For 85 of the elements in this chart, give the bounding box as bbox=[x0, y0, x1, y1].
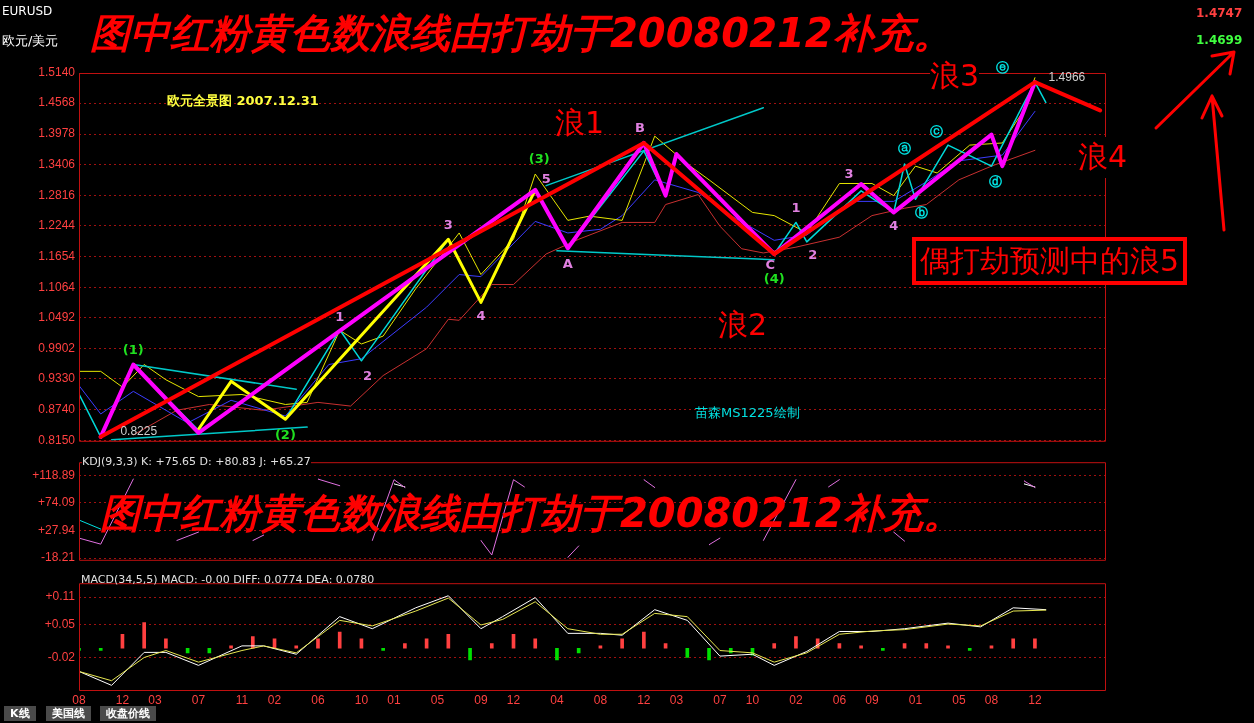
annotation: 4 bbox=[476, 307, 486, 323]
y-tick-label: 1.3406 bbox=[38, 156, 76, 171]
x-tick-label: 12 bbox=[637, 692, 651, 707]
text: 收盘价线 bbox=[100, 706, 156, 721]
y-tick-label: 0.9902 bbox=[38, 340, 76, 355]
chart-title: 图中红粉黄色数浪线由打劫于20080212补充。 bbox=[90, 10, 953, 56]
x-tick-label: 06 bbox=[311, 692, 325, 707]
annotation: 1 bbox=[791, 199, 801, 215]
y-tick-label: +27.94 bbox=[37, 522, 76, 537]
annotation: ⓓ bbox=[988, 173, 1002, 189]
annotation: A bbox=[562, 255, 573, 271]
y-tick-label: -18.21 bbox=[40, 550, 76, 565]
annotation: 1.4966 bbox=[1048, 70, 1086, 85]
x-tick-label: 08 bbox=[593, 692, 608, 707]
annotation: ⓑ bbox=[914, 204, 928, 220]
annotation: B bbox=[634, 120, 645, 136]
x-tick-label: 01 bbox=[908, 692, 923, 707]
x-tick-label: 12 bbox=[115, 692, 130, 707]
x-tick-label: 05 bbox=[430, 692, 445, 707]
chart-title: KDJ(9,3,3) K: +75.65 D: +80.83 J: +65.27 bbox=[82, 455, 311, 468]
y-tick-label: 1.4568 bbox=[38, 95, 76, 110]
x-tick-label: 03 bbox=[148, 692, 163, 707]
x-tick-label: 05 bbox=[952, 692, 966, 707]
y-tick-label: 0.8740 bbox=[38, 402, 76, 417]
text: K线 bbox=[4, 706, 36, 721]
y-tick-label: 1.3978 bbox=[38, 126, 76, 141]
y-tick-label: 0.9330 bbox=[38, 371, 76, 386]
annotation: 3 bbox=[443, 216, 453, 232]
x-tick-label: 08 bbox=[984, 692, 999, 707]
y-tick-label: 1.2244 bbox=[38, 217, 76, 232]
annotation: 欧元全景图 2007.12.31 bbox=[167, 92, 319, 110]
x-tick-label: 12 bbox=[1028, 692, 1042, 707]
annotation: (3) bbox=[528, 151, 550, 167]
annotation: 4 bbox=[889, 217, 899, 233]
y-tick-label: 1.2816 bbox=[38, 187, 76, 202]
annotation: 1 bbox=[335, 309, 345, 325]
annotation: 3 bbox=[844, 166, 854, 182]
y-tick-label: +118.89 bbox=[32, 467, 76, 482]
y-tick-label: +0.11 bbox=[45, 589, 76, 604]
text: 欧元/美元 bbox=[2, 32, 59, 50]
x-tick-label: 06 bbox=[832, 692, 847, 707]
annotation: 浪4 bbox=[1078, 137, 1128, 178]
annotation: 2 bbox=[808, 247, 818, 263]
text: EURUSD bbox=[2, 4, 53, 18]
annotation: 浪2 bbox=[718, 306, 768, 344]
x-tick-label: 07 bbox=[713, 692, 727, 707]
annotation: 5 bbox=[541, 171, 551, 187]
y-tick-label: 1.1654 bbox=[38, 248, 76, 263]
x-tick-label: 01 bbox=[387, 692, 402, 707]
annotation: (1) bbox=[122, 341, 144, 357]
y-tick-label: 0.8150 bbox=[38, 433, 76, 448]
x-tick-label: 03 bbox=[669, 692, 684, 707]
annotation: 偶打劫预测中的浪5 bbox=[912, 237, 1188, 285]
x-tick-label: 08 bbox=[72, 692, 86, 707]
x-tick-label: 10 bbox=[354, 692, 369, 707]
annotation: ⓔ bbox=[996, 59, 1010, 75]
x-tick-label: 12 bbox=[506, 692, 521, 707]
text: 1.4699 bbox=[1196, 33, 1243, 47]
x-tick-label: 07 bbox=[191, 692, 206, 707]
y-tick-label: +74.09 bbox=[37, 494, 76, 509]
x-tick-label: 09 bbox=[865, 692, 879, 707]
y-tick-label: 1.1064 bbox=[38, 279, 76, 294]
annotation: 2 bbox=[362, 368, 372, 384]
annotation: C bbox=[765, 257, 775, 273]
annotation: ⓐ bbox=[898, 141, 912, 157]
annotation: 苗森MS1225绘制 bbox=[695, 404, 800, 422]
text: 美国线 bbox=[46, 706, 91, 721]
y-tick-label: +0.05 bbox=[44, 617, 76, 632]
annotation: ⓒ bbox=[929, 124, 943, 140]
annotation: 图中红粉黄色数浪线由打劫于20080212补充。 bbox=[100, 489, 963, 538]
x-tick-label: 09 bbox=[474, 692, 488, 707]
annotation: (2) bbox=[274, 426, 296, 442]
x-tick-label: 02 bbox=[267, 692, 282, 707]
annotation: 浪3 bbox=[930, 56, 980, 97]
x-tick-label: 02 bbox=[789, 692, 803, 707]
x-tick-label: 10 bbox=[745, 692, 760, 707]
text: 1.4747 bbox=[1196, 6, 1243, 20]
annotation: 浪1 bbox=[555, 104, 605, 142]
y-tick-label: 1.5140 bbox=[38, 65, 76, 80]
annotation: (4) bbox=[763, 271, 785, 287]
y-tick-label: 1.0492 bbox=[38, 309, 76, 324]
x-tick-label: 04 bbox=[550, 692, 564, 707]
chart-title: MACD(34,5,5) MACD: -0.00 DIFF: 0.0774 DEA: 0.0780 bbox=[81, 573, 375, 586]
x-tick-label: 11 bbox=[235, 692, 249, 707]
y-tick-label: -0.02 bbox=[47, 649, 76, 664]
